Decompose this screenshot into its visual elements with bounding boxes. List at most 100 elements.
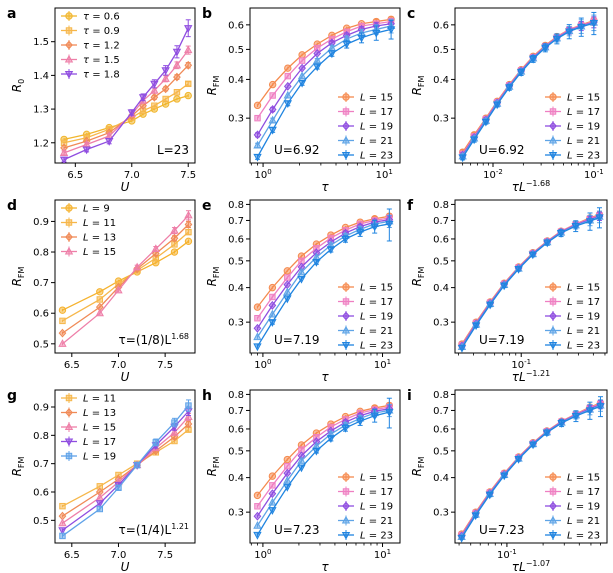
y-axis-label-main: R [10, 84, 24, 92]
legend-equals: = [366, 502, 381, 513]
y-axis-label: RFM [205, 75, 221, 95]
legend-equals: = [89, 452, 104, 463]
data-point [370, 223, 379, 232]
data-point [297, 464, 306, 473]
data-point [254, 114, 261, 122]
series-line-11 [62, 231, 189, 322]
x-tick-base: 10 [374, 550, 387, 561]
x-tick-label: 10-1 [511, 358, 531, 371]
y-axis-label: RFM [10, 456, 26, 476]
legend-equals: = [89, 204, 104, 215]
legend-equals: = [366, 107, 381, 118]
data-point [357, 34, 366, 43]
legend-equals: = [366, 326, 381, 337]
legend-marker [549, 121, 557, 131]
x-tick-label: 100 [254, 358, 271, 371]
legend-value: 13 [103, 408, 116, 419]
data-point [95, 500, 104, 509]
legend-label: L = 15 [83, 247, 116, 258]
data-point [185, 402, 192, 409]
y-tick-label: 0.7 [433, 216, 449, 227]
legend-label: L = 17 [360, 487, 393, 498]
data-point [565, 28, 574, 37]
data-point [269, 482, 276, 489]
legend-marker [342, 298, 350, 305]
legend-label: L = 19 [83, 452, 116, 463]
data-point [58, 328, 67, 338]
y-tick-label: 0.7 [33, 278, 49, 289]
legend-label: L = 19 [567, 122, 600, 133]
panel-annotation: U=7.19 [479, 333, 525, 347]
data-point [184, 91, 192, 100]
y-tick-label: 0.4 [433, 473, 449, 484]
legend-value: 19 [103, 452, 116, 463]
annotation-main: U=7.23 [274, 523, 320, 537]
data-point [254, 503, 261, 510]
legend-equals: = [89, 41, 104, 52]
data-point [541, 44, 550, 53]
legend-label: L = 15 [360, 283, 393, 294]
data-point [253, 323, 262, 333]
annotation-main: U=7.19 [274, 333, 320, 347]
x-tick-base: 10 [511, 360, 524, 371]
legend-equals: = [366, 136, 381, 147]
legend-marker [65, 452, 73, 460]
data-point [253, 303, 262, 311]
plot-frame [454, 199, 608, 354]
legend-label: L = 17 [567, 487, 600, 498]
legend-value: 23 [380, 531, 393, 542]
series-line-15 [257, 18, 392, 106]
legend: L = 15L = 17L = 19L = 21L = 23 [545, 472, 600, 542]
data-point [268, 283, 277, 292]
legend-variable: L [83, 204, 89, 215]
y-tick-label: 0.3 [433, 318, 449, 329]
data-point [469, 136, 479, 145]
series-layer [253, 397, 394, 540]
data-point [297, 456, 306, 464]
x-tick-label: 7.5 [157, 360, 173, 371]
legend-value: 11 [103, 394, 116, 405]
legend-equals: = [573, 341, 588, 352]
data-point [528, 55, 538, 64]
x-axis-label-exponent: −1.21 [526, 369, 551, 378]
data-point [253, 531, 262, 540]
legend-variable: L [360, 93, 366, 104]
data-point [485, 301, 495, 310]
x-axis-label: τL−1.21 [512, 369, 550, 384]
legend-value: 15 [380, 93, 393, 104]
legend-variable: L [360, 487, 366, 498]
data-point [150, 92, 159, 102]
legend-label: L = 17 [567, 107, 600, 118]
y-axis-label: RFM [410, 266, 426, 286]
legend-label: L = 23 [567, 341, 600, 352]
legend-variable: L [567, 107, 573, 118]
data-point [268, 489, 277, 499]
annotation-exponent: 1.68 [171, 332, 189, 341]
y-tick-label: 0.6 [228, 20, 244, 31]
legend-marker [549, 93, 557, 101]
legend-value: 0.9 [104, 26, 120, 37]
series-line-17 [462, 20, 595, 155]
y-tick-label: 0.8 [228, 200, 244, 211]
data-point [184, 419, 193, 429]
legend-label: τ = 0.6 [83, 12, 120, 23]
x-axis-label: τ [321, 180, 329, 194]
data-point [138, 94, 148, 103]
annotation-main: τ=(1/8)L [119, 333, 172, 347]
legend-value: 0.6 [104, 12, 120, 23]
data-point [283, 81, 292, 91]
data-point [269, 92, 276, 99]
series-line-0.6 [63, 94, 189, 141]
data-point [95, 492, 104, 501]
y-axis-label-main: R [410, 278, 424, 286]
legend-value: 13 [103, 233, 116, 244]
x-tick-label: 100 [254, 168, 271, 181]
y-axis-label-subscript: 0 [17, 79, 26, 84]
legend-variable: L [360, 531, 366, 542]
legend-equals: = [89, 437, 104, 448]
data-point [173, 72, 181, 82]
data-point [133, 461, 141, 469]
panel-letter: a [7, 6, 16, 22]
legend-equals: = [366, 283, 381, 294]
panel-annotation: τ=(1/8)L1.68 [119, 332, 189, 347]
